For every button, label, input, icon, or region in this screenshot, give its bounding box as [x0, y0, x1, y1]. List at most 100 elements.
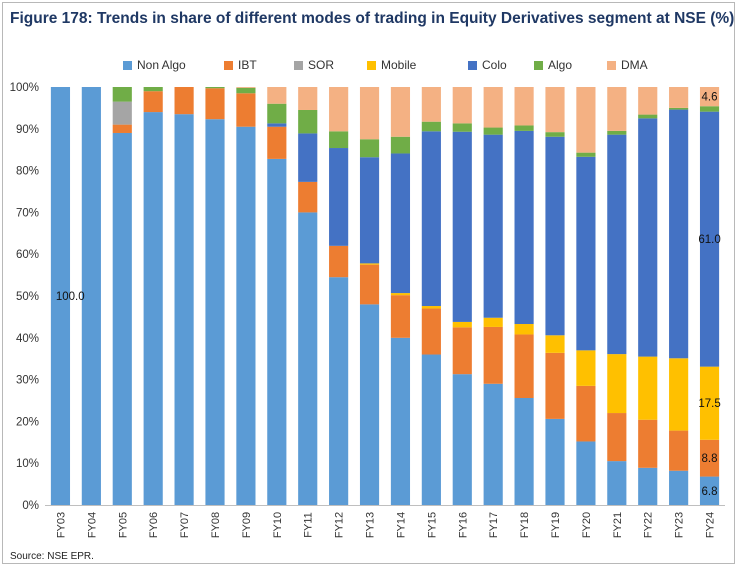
bar-segment-non-algo-fy05 [112, 132, 132, 506]
bar-segment-ibt-fy19 [545, 352, 565, 419]
y-tick-label: 80% [16, 166, 39, 178]
bar-segment-algo-fy09 [236, 87, 256, 94]
bar-segment-algo-fy21 [607, 130, 627, 135]
legend-item-non-algo: Non Algo [123, 58, 186, 72]
bar-segment-dma-fy19 [545, 87, 565, 133]
bar-segment-dma-fy10 [267, 87, 287, 104]
x-tick-label: FY19 [550, 512, 562, 538]
bar-segment-mobile-fy24 [699, 366, 720, 440]
legend-swatch [367, 60, 376, 70]
x-tick-label: FY24 [705, 512, 717, 538]
x-tick-label: FY23 [674, 512, 686, 538]
legend-item-mobile: Mobile [367, 58, 416, 72]
legend-item-sor: SOR [294, 58, 334, 72]
y-tick-label: 70% [16, 207, 39, 219]
bar-segment-ibt-fy20 [576, 385, 596, 442]
bar-segment-non-algo-fy11 [298, 212, 318, 505]
bar-segment-dma-fy20 [576, 87, 596, 153]
y-tick-label: 60% [16, 249, 39, 261]
bar-segment-non-algo-fy22 [638, 467, 658, 505]
bar-segment-non-algo-fy06 [143, 112, 163, 505]
bar-segment-colo-fy19 [545, 136, 565, 336]
legend-label: Algo [548, 58, 573, 72]
bar-segment-non-algo-fy17 [483, 383, 503, 505]
bar-segment-non-algo-fy19 [545, 418, 565, 505]
bar-segment-ibt-fy18 [514, 334, 534, 398]
bar-segment-non-algo-fy13 [359, 304, 380, 505]
bar-segment-colo-fy15 [421, 131, 441, 307]
bar-segment-algo-fy17 [483, 127, 503, 135]
y-tick-label: 30% [16, 375, 39, 387]
bar-segment-ibt-fy21 [607, 413, 627, 462]
bar-segment-mobile-fy19 [545, 335, 565, 353]
x-tick-label: FY03 [55, 512, 67, 538]
bar-segment-mobile-fy17 [483, 317, 503, 327]
bar-segment-colo-fy24 [699, 111, 720, 367]
bar-segment-dma-fy23 [669, 87, 689, 108]
data-label: 8.8 [702, 453, 718, 465]
x-tick-label: FY14 [395, 512, 407, 538]
bar-segment-non-algo-fy04 [81, 87, 101, 505]
legend-item-colo: Colo [468, 58, 507, 72]
bar-segment-non-algo-fy24 [699, 476, 720, 505]
bar-segment-ibt-fy17 [483, 326, 503, 384]
bar-segment-colo-fy10 [267, 123, 287, 127]
legend-label: DMA [621, 58, 648, 72]
bar-segment-dma-fy09 [236, 87, 256, 88]
bar-segment-ibt-fy13 [359, 264, 380, 305]
bar-segment-colo-fy16 [452, 131, 472, 322]
legend-label: Mobile [381, 58, 417, 72]
data-label: 17.5 [698, 398, 720, 410]
bar-segment-algo-fy22 [638, 114, 658, 119]
bar-segment-non-algo-fy07 [174, 114, 194, 506]
bar-segment-dma-fy12 [329, 87, 349, 132]
bar-segment-algo-fy14 [390, 136, 411, 154]
bar-segment-non-algo-fy08 [205, 119, 225, 505]
bar-segment-non-algo-fy20 [576, 441, 596, 505]
legend-swatch [123, 60, 132, 70]
bar-segment-colo-fy12 [329, 148, 349, 246]
x-tick-label: FY12 [334, 512, 346, 538]
bar-segment-mobile-fy15 [421, 306, 441, 309]
bar-segment-colo-fy20 [576, 156, 596, 351]
legend-item-ibt: IBT [224, 58, 257, 72]
bar-segment-colo-fy17 [483, 134, 503, 318]
x-tick-label: FY22 [643, 512, 655, 538]
legend-label: Non Algo [137, 58, 186, 72]
legend-swatch [534, 60, 543, 70]
bar-segment-algo-fy05 [112, 87, 132, 102]
bar-segment-ibt-fy08 [205, 88, 225, 120]
data-label: 61.0 [698, 234, 720, 246]
bar-segment-ibt-fy22 [638, 419, 658, 468]
bar-segment-ibt-fy10 [267, 126, 287, 159]
bar-segment-non-algo-fy23 [669, 470, 689, 505]
bar-segment-ibt-fy14 [390, 295, 411, 338]
bar-segment-ibt-fy16 [452, 327, 472, 375]
bar-segment-ibt-fy24 [699, 439, 720, 477]
bar-segment-algo-fy18 [514, 125, 534, 131]
bar-segment-dma-fy18 [514, 87, 534, 126]
bar-segment-dma-fy16 [452, 87, 472, 124]
figure-title: Figure 178: Trends in share of different… [10, 10, 735, 27]
x-tick-label: FY09 [241, 512, 253, 538]
bar-segment-dma-fy22 [638, 87, 658, 115]
bar-segment-algo-fy12 [329, 131, 349, 149]
bar-segment-non-algo-fy21 [607, 461, 627, 505]
bar-segment-algo-fy23 [669, 107, 689, 110]
x-tick-label: FY17 [488, 512, 500, 538]
bar-segment-mobile-fy14 [390, 293, 411, 296]
bar-segment-mobile-fy20 [576, 350, 596, 386]
bar-segment-non-algo-fy14 [390, 337, 411, 505]
bar-segment-colo-fy21 [607, 134, 627, 355]
x-tick-label: FY05 [117, 512, 129, 538]
bar-segment-dma-fy21 [607, 87, 627, 131]
x-tick-label: FY13 [365, 512, 377, 538]
bar-segment-dma-fy15 [421, 87, 441, 122]
bar-segment-dma-fy11 [298, 87, 318, 110]
x-tick-label: FY08 [210, 512, 222, 538]
bar-segment-sor-fy05 [112, 101, 132, 125]
x-tick-label: FY18 [519, 512, 531, 538]
bar-segment-mobile-fy18 [514, 324, 534, 335]
